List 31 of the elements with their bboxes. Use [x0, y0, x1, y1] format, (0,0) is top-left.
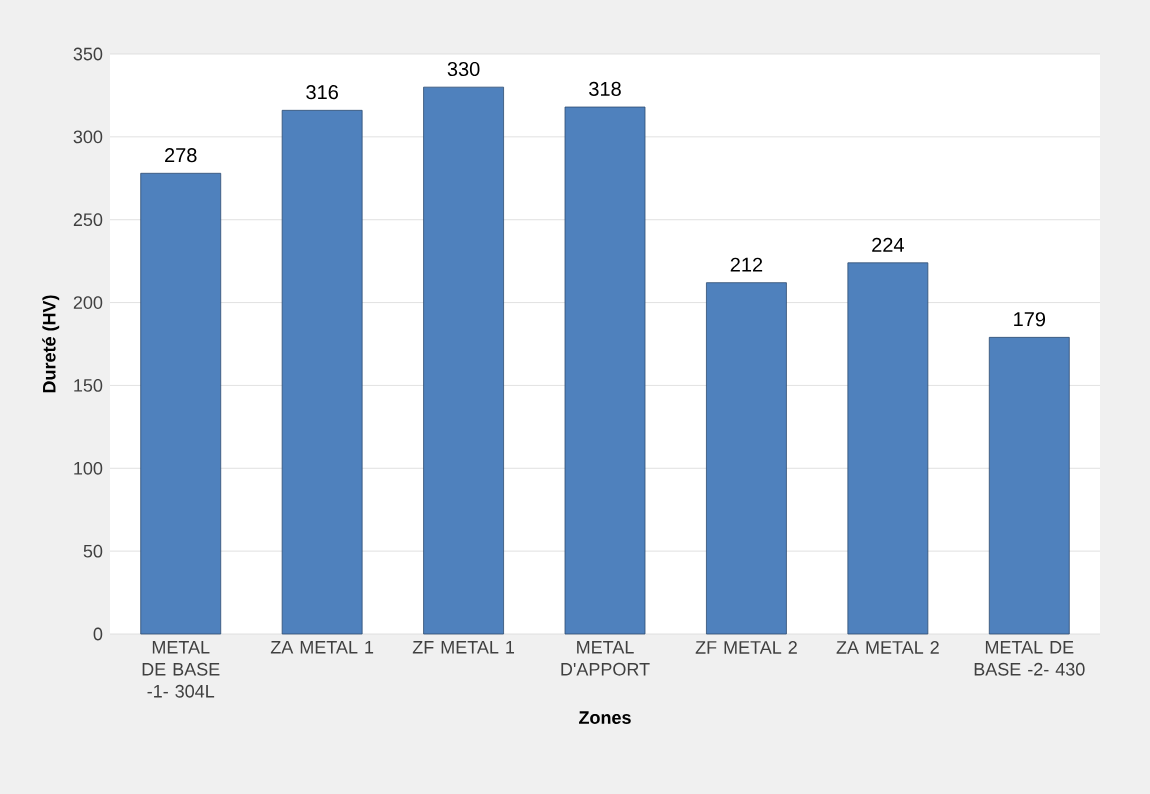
bar	[988, 336, 1070, 635]
bar	[423, 86, 504, 635]
data-label: 330	[447, 61, 480, 77]
x-tick-label: METAL D'APPORT	[561, 641, 650, 676]
y-tick-label: 200	[73, 296, 103, 309]
bar	[706, 282, 787, 635]
x-tick-label: ZA METAL 2	[836, 641, 939, 654]
y-tick-label: 350	[73, 47, 103, 61]
data-label: 224	[872, 237, 904, 252]
data-label: 278	[165, 148, 197, 163]
y-tick-label: 0	[93, 627, 103, 641]
data-label: 318	[589, 81, 621, 96]
y-tick-label: 300	[73, 130, 103, 144]
x-tick-label: METAL DE BASE -1- 304L	[142, 641, 220, 698]
bar	[140, 172, 222, 635]
x-axis-title: Zones	[579, 711, 631, 724]
y-axis-title: Dureté (HV)	[42, 295, 60, 393]
x-tick-label: ZF METAL 2	[695, 641, 797, 654]
y-tick-label: 100	[74, 461, 103, 475]
data-label: 179	[1014, 312, 1046, 327]
data-label: 212	[730, 257, 763, 272]
bar	[564, 106, 646, 635]
x-tick-label: METAL DE BASE -2- 430	[974, 641, 1085, 676]
data-label: 316	[306, 85, 338, 100]
y-tick-label: 150	[74, 379, 103, 392]
bar	[281, 109, 363, 635]
bar	[847, 262, 929, 635]
y-tick-label: 50	[83, 544, 103, 558]
y-tick-label: 250	[73, 213, 103, 227]
x-tick-label: ZF METAL 1	[412, 641, 515, 654]
x-tick-label: ZA METAL 1	[270, 641, 374, 654]
